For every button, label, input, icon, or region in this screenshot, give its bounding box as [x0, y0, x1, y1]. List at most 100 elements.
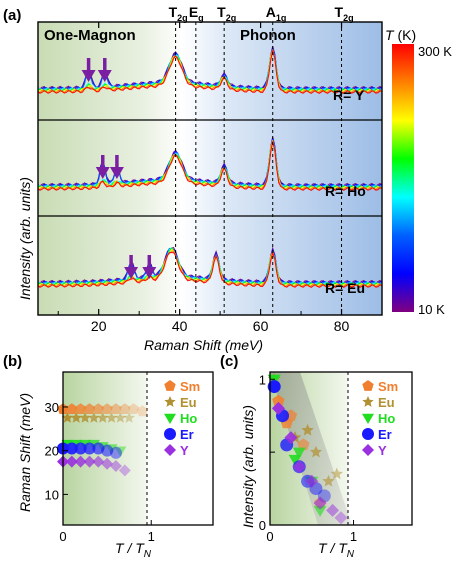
data-point-eu	[79, 411, 91, 423]
y-tick-label: 0	[259, 518, 266, 533]
spectrum-trace	[37, 48, 383, 92]
data-point-sm	[101, 403, 113, 414]
magnon-arrow-head	[97, 70, 112, 82]
legend-marker-eu	[164, 396, 176, 407]
mode-labels: T2g Eg T2g A1g T2g	[169, 4, 354, 23]
colorbar-gradient	[392, 44, 414, 312]
data-point-y	[271, 401, 285, 415]
panel-c-frame	[269, 371, 413, 526]
data-point-er	[101, 444, 114, 457]
data-point-y	[284, 431, 298, 445]
data-point-eu	[70, 411, 82, 423]
data-point-eu	[309, 445, 323, 458]
legend-marker-er	[362, 428, 374, 440]
data-point-eu	[97, 411, 109, 423]
colorbar-top-label: 300 K	[418, 44, 452, 59]
magnon-arrows	[81, 58, 157, 279]
data-point-y	[118, 464, 131, 477]
c-y-axis-label: Intensity (arb. units)	[240, 405, 256, 528]
data-point-y	[109, 460, 122, 472]
panel-c-ticks: 0 1 0 1	[259, 372, 357, 544]
data-point-eu	[322, 474, 335, 487]
magnon-arrow-head	[81, 70, 96, 82]
x-tick-label: 60	[253, 318, 269, 334]
mode-label: T2g	[169, 4, 188, 23]
x-axis-ticks: 20 40 60 80	[57, 22, 383, 334]
mode-label: Eg	[189, 4, 204, 23]
legend-marker-sm	[164, 380, 176, 391]
legend-marker-sm	[362, 380, 374, 391]
colorbar-title: T (K)	[385, 27, 416, 43]
data-point-ho	[313, 505, 327, 517]
c-x-axis-label: T / TN	[318, 540, 355, 560]
data-point-er	[267, 380, 281, 394]
x-tick-label: 20	[91, 318, 107, 334]
x-tick-label: 0	[266, 529, 273, 544]
data-point-eu	[114, 411, 127, 423]
data-point-eu	[88, 411, 100, 423]
legend-marker-ho	[362, 413, 374, 424]
x-tick-label: 40	[172, 318, 188, 334]
b-y-axis-label: Raman Shift (meV)	[17, 393, 33, 512]
magnon-arrow-head	[142, 267, 157, 279]
x-tick-label: 1	[148, 529, 155, 544]
a-x-axis-label: Raman Shift (meV)	[144, 337, 263, 353]
panel-b-ticks: 10 20 30 0 1	[45, 400, 155, 544]
spectrum-trace	[37, 138, 383, 188]
data-point-sm	[92, 403, 104, 414]
panel-c-label: (c)	[220, 353, 238, 370]
panel-a-frame	[37, 21, 383, 316]
data-point-ho	[292, 447, 306, 459]
x-tick-label: 80	[334, 318, 350, 334]
spectrum-trace	[37, 141, 383, 191]
data-point-y	[292, 460, 306, 474]
row-label-y: R= Y	[333, 87, 365, 103]
colorbar: T (K) 300 K 10 K	[385, 27, 452, 317]
data-point-er	[74, 442, 87, 455]
legend-label-er: Er	[180, 427, 194, 442]
data-point-y	[83, 455, 96, 468]
data-point-ho	[114, 446, 127, 457]
spectrum-trace	[37, 251, 383, 288]
region-left-label: One-Magnon	[44, 27, 136, 44]
y-tick-label: 30	[45, 400, 59, 415]
data-point-sm	[136, 405, 149, 417]
legend-label-er: Er	[378, 427, 392, 442]
data-point-y	[101, 457, 114, 470]
mode-label: T2g	[217, 4, 236, 23]
spectrum-trace	[37, 47, 383, 91]
legend-label-sm: Sm	[180, 379, 200, 394]
panel-a-label: (a)	[3, 7, 21, 24]
data-point-y	[92, 455, 105, 468]
legend-marker-y	[164, 444, 176, 456]
data-point-ho	[288, 454, 302, 466]
colorbar-bottom-label: 10 K	[418, 302, 445, 317]
data-point-sm	[110, 403, 122, 414]
legend-label-ho: Ho	[180, 411, 197, 426]
y-tick-label: 10	[45, 487, 59, 502]
legend-label-sm: Sm	[378, 379, 398, 394]
data-point-eu	[61, 411, 74, 423]
x-tick-label: 0	[59, 529, 66, 544]
panel-b-frame	[62, 371, 214, 526]
data-point-er	[109, 446, 122, 459]
data-point-y	[74, 455, 87, 468]
mode-lines	[175, 22, 343, 315]
data-point-er	[83, 442, 96, 455]
legend-label-ho: Ho	[378, 411, 395, 426]
data-point-sm	[74, 403, 87, 414]
panel-a-background	[38, 22, 382, 315]
data-point-y	[334, 511, 348, 525]
legend-label-y: Y	[378, 443, 387, 458]
magnon-arrow-head	[95, 167, 110, 179]
data-point-sm	[119, 403, 131, 414]
legend-marker-er	[164, 428, 176, 440]
row-label-eu: R= Eu	[325, 280, 365, 296]
magnon-arrow-head	[124, 267, 139, 279]
legend-marker-eu	[362, 396, 374, 407]
